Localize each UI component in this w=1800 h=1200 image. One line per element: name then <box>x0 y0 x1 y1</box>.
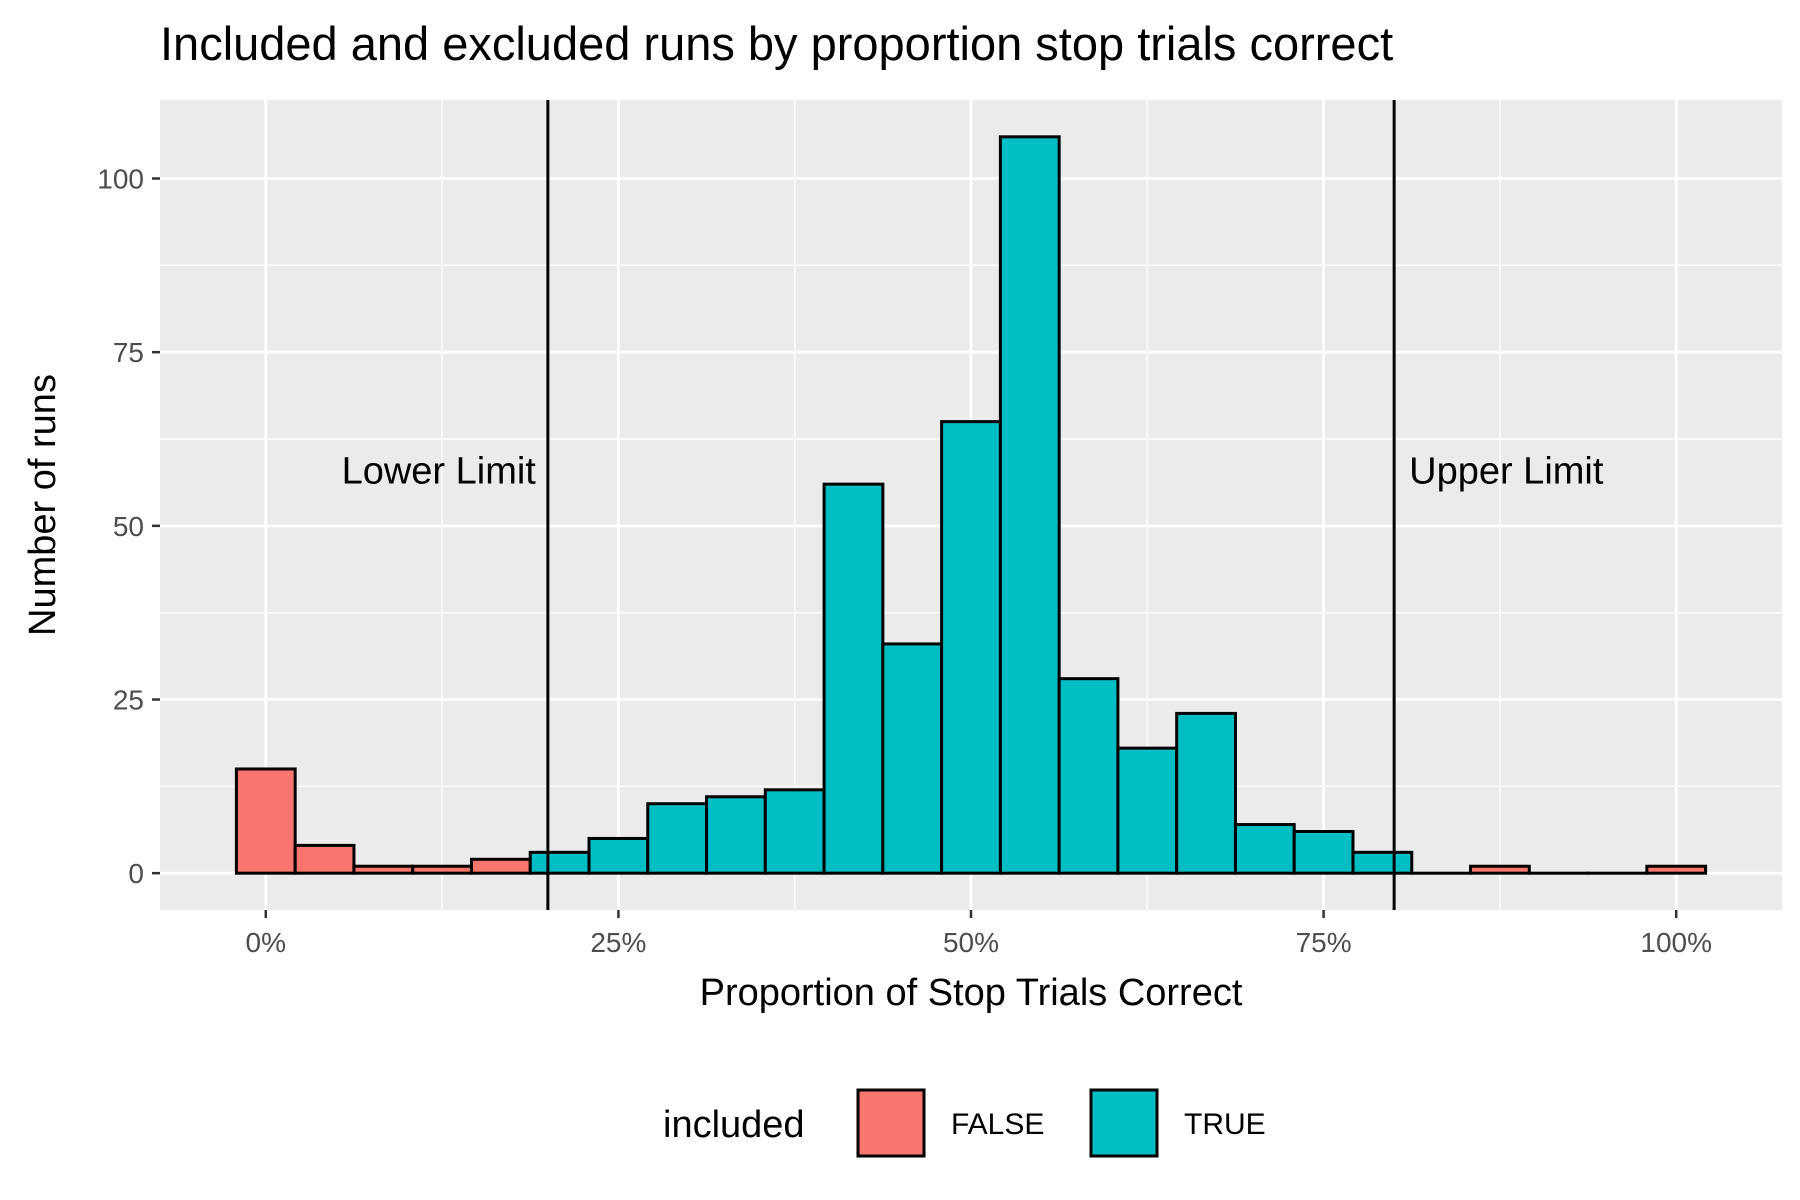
histogram-bars <box>234 135 1708 875</box>
y-tick-label: 0 <box>128 858 144 889</box>
histogram-bar <box>1351 850 1414 875</box>
lower-limit-label: Lower Limit <box>342 450 537 492</box>
histogram-bar <box>352 864 415 875</box>
y-tick-label: 25 <box>113 685 144 716</box>
upper-limit-label: Upper Limit <box>1409 450 1604 492</box>
x-tick-label: 50% <box>943 927 999 958</box>
histogram-bar <box>293 843 356 875</box>
legend-title: included <box>663 1104 805 1146</box>
y-tick-label: 75 <box>113 337 144 368</box>
y-axis: 0 25 50 75 100 <box>97 163 160 889</box>
x-tick-label: 25% <box>590 927 646 958</box>
y-axis-title: Number of runs <box>22 374 64 636</box>
histogram-bar <box>1292 830 1355 875</box>
histogram-bar <box>234 767 297 875</box>
legend-label-false: FALSE <box>951 1108 1044 1141</box>
histogram-bar <box>1469 864 1531 875</box>
legend-key-true <box>1089 1088 1159 1158</box>
y-tick-label: 100 <box>97 163 144 194</box>
histogram-bar <box>940 420 1002 875</box>
histogram-bar <box>528 850 591 875</box>
histogram-bar <box>1645 864 1708 875</box>
histogram-bar <box>763 788 826 875</box>
x-tick-label: 0% <box>246 927 286 958</box>
x-axis-title: Proportion of Stop Trials Correct <box>700 972 1243 1014</box>
x-tick-label: 75% <box>1296 927 1352 958</box>
x-tick-label: 100% <box>1640 927 1712 958</box>
histogram-bar <box>469 857 532 875</box>
legend-key-false <box>856 1088 926 1158</box>
histogram-bar <box>646 802 709 875</box>
histogram-bar <box>881 642 944 875</box>
histogram-bar <box>822 482 885 875</box>
histogram-bar <box>705 795 767 875</box>
x-axis: 0% 25% 50% 75% 100% <box>246 910 1712 958</box>
histogram-bar <box>411 864 473 875</box>
histogram-bar <box>998 135 1061 875</box>
reference-lines: Lower Limit Upper Limit <box>342 100 1604 910</box>
legend-label-true: TRUE <box>1184 1108 1266 1141</box>
histogram-bar <box>1057 677 1120 875</box>
histogram-bar <box>1233 823 1296 875</box>
legend: included FALSE TRUE <box>663 1088 1266 1158</box>
histogram-bar <box>1116 746 1179 875</box>
y-tick-label: 50 <box>113 511 144 542</box>
chart-title: Included and excluded runs by proportion… <box>160 17 1393 70</box>
histogram-bar <box>1175 711 1237 875</box>
histogram-bar <box>587 836 650 875</box>
